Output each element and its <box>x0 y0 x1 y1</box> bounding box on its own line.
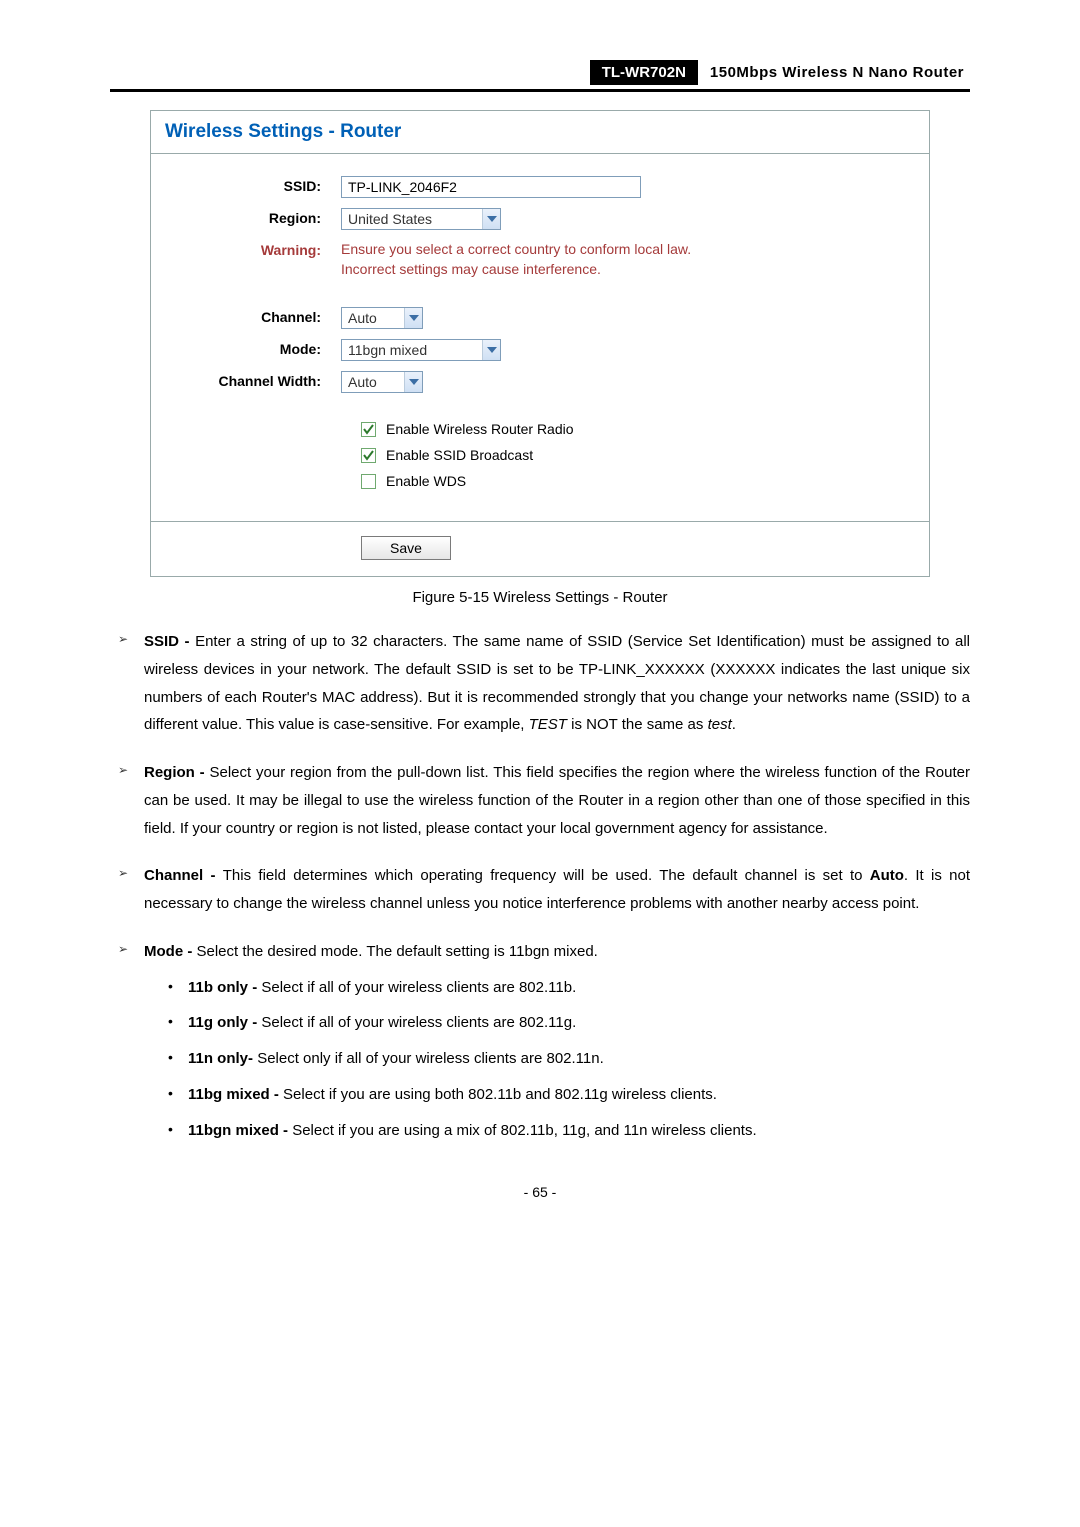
mode-item: 11b only - Select if all of your wireles… <box>168 974 970 1002</box>
settings-panel: Wireless Settings - Router SSID: Region:… <box>150 110 930 577</box>
page-number: - 65 - <box>110 1184 970 1200</box>
save-button[interactable]: Save <box>361 536 451 560</box>
mode-item: 11bgn mixed - Select if you are using a … <box>168 1117 970 1145</box>
cb-row-radio: Enable Wireless Router Radio <box>171 421 909 437</box>
mode-value: 11bgn mixed <box>342 342 433 358</box>
mode-label: Mode: <box>171 339 341 357</box>
ssid-label: SSID: <box>171 176 341 194</box>
save-area: Save <box>151 522 929 576</box>
dropdown-icon <box>404 308 422 328</box>
mode-select[interactable]: 11bgn mixed <box>341 339 501 361</box>
checkbox-wds[interactable] <box>361 474 376 489</box>
row-channel: Channel: Auto <box>171 307 909 329</box>
region-select[interactable]: United States <box>341 208 501 230</box>
row-chwidth: Channel Width: Auto <box>171 371 909 393</box>
channel-value: Auto <box>342 310 383 326</box>
panel-title: Wireless Settings - Router <box>151 111 415 153</box>
mode-item: 11bg mixed - Select if you are using bot… <box>168 1081 970 1109</box>
region-value: United States <box>342 211 438 227</box>
doc-header: TL-WR702N 150Mbps Wireless N Nano Router <box>110 60 970 85</box>
dropdown-icon <box>404 372 422 392</box>
dropdown-icon <box>482 340 500 360</box>
dropdown-icon <box>482 209 500 229</box>
bullet-channel: Channel - This field determines which op… <box>118 862 970 918</box>
mode-item: 11g only - Select if all of your wireles… <box>168 1009 970 1037</box>
cb-label-ssid: Enable SSID Broadcast <box>386 447 533 463</box>
warning-label: Warning: <box>171 240 341 258</box>
bullet-ssid: SSID - Enter a string of up to 32 charac… <box>118 628 970 739</box>
checkbox-ssid[interactable] <box>361 448 376 463</box>
chwidth-select[interactable]: Auto <box>341 371 423 393</box>
panel-title-bar: Wireless Settings - Router <box>151 111 929 154</box>
warning-text: Ensure you select a correct country to c… <box>341 240 909 279</box>
bullet-mode: Mode - Select the desired mode. The defa… <box>118 938 970 1145</box>
cb-label-radio: Enable Wireless Router Radio <box>386 421 574 437</box>
checkbox-radio[interactable] <box>361 422 376 437</box>
form-area: SSID: Region: United States Warning: Ens… <box>151 154 929 507</box>
mode-sublist: 11b only - Select if all of your wireles… <box>144 974 970 1145</box>
header-rule <box>110 89 970 92</box>
row-region: Region: United States <box>171 208 909 230</box>
cb-row-ssid: Enable SSID Broadcast <box>171 447 909 463</box>
chwidth-value: Auto <box>342 374 383 390</box>
row-warning: Warning: Ensure you select a correct cou… <box>171 240 909 279</box>
mode-item: 11n only- Select only if all of your wir… <box>168 1045 970 1073</box>
ssid-input[interactable] <box>341 176 641 198</box>
channel-label: Channel: <box>171 307 341 325</box>
chwidth-label: Channel Width: <box>171 371 341 389</box>
row-mode: Mode: 11bgn mixed <box>171 339 909 361</box>
bullet-region: Region - Select your region from the pul… <box>118 759 970 842</box>
row-ssid: SSID: <box>171 176 909 198</box>
region-label: Region: <box>171 208 341 226</box>
cb-row-wds: Enable WDS <box>171 473 909 489</box>
channel-select[interactable]: Auto <box>341 307 423 329</box>
cb-label-wds: Enable WDS <box>386 473 466 489</box>
description-list: SSID - Enter a string of up to 32 charac… <box>110 628 970 1144</box>
model-badge: TL-WR702N <box>590 60 698 85</box>
figure-caption: Figure 5-15 Wireless Settings - Router <box>110 589 970 606</box>
model-desc: 150Mbps Wireless N Nano Router <box>698 60 970 85</box>
